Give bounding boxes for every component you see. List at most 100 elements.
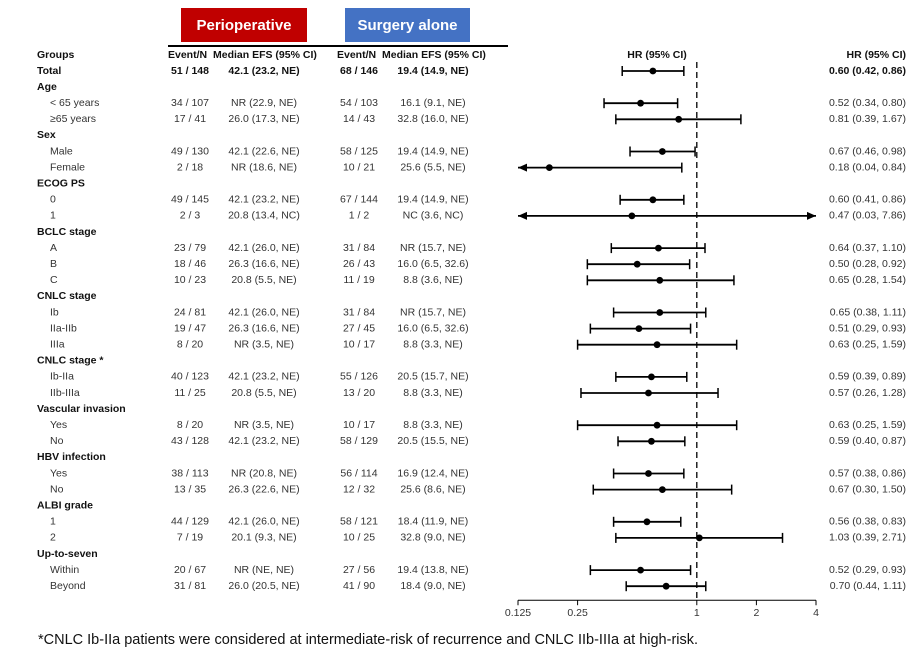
hr-label: 0.47 (0.03, 7.86)	[829, 210, 906, 222]
hr-label: 0.57 (0.38, 0.86)	[829, 467, 906, 479]
median-efs: 20.5 (15.5, NE)	[397, 435, 468, 447]
event-n: 67 / 144	[340, 194, 378, 206]
event-n: 41 / 90	[343, 580, 375, 592]
event-n: 2 / 18	[177, 161, 203, 173]
event-n: 10 / 25	[343, 532, 375, 544]
row-label: No	[50, 483, 64, 495]
hr-point	[656, 309, 664, 316]
median-efs: 20.1 (9.3, NE)	[231, 532, 296, 544]
group-label: Sex	[37, 129, 56, 141]
column-header: Event/N	[168, 49, 207, 61]
median-efs: 42.1 (23.2, NE)	[228, 65, 299, 77]
hr-label: 0.59 (0.39, 0.89)	[829, 371, 906, 383]
group-label: CNLC stage	[37, 290, 97, 302]
hr-point	[637, 566, 644, 574]
hr-point	[658, 486, 666, 493]
column-header: Median EFS (95% CI)	[382, 49, 486, 61]
median-efs: 8.8 (3.6, NE)	[403, 274, 463, 286]
group-label: Vascular invasion	[37, 403, 126, 415]
arm-header: Surgery alone	[357, 17, 457, 34]
row-label: Female	[50, 161, 85, 173]
hr-label: 0.81 (0.39, 1.67)	[829, 113, 906, 125]
median-efs: 26.3 (22.6, NE)	[228, 483, 299, 495]
event-n: 23 / 79	[174, 242, 206, 254]
median-efs: NR (NE, NE)	[234, 564, 294, 576]
hr-label: 0.56 (0.38, 0.83)	[829, 516, 906, 528]
hr-label: 0.64 (0.37, 1.10)	[829, 242, 906, 254]
hr-label: 0.67 (0.30, 1.50)	[829, 483, 906, 495]
hr-label: 0.50 (0.28, 0.92)	[829, 258, 906, 270]
row-label: Ib-IIa	[50, 371, 74, 383]
group-label: ECOG PS	[37, 177, 85, 189]
median-efs: 42.1 (22.6, NE)	[228, 145, 299, 157]
arm-header-box	[345, 8, 470, 42]
hr-point	[635, 325, 643, 332]
median-efs: NR (15.7, NE)	[400, 242, 466, 254]
x-tick-label: 4	[813, 607, 819, 619]
event-n: 1 / 2	[349, 210, 370, 222]
median-efs: 26.3 (16.6, NE)	[228, 258, 299, 270]
clip-arrow	[518, 211, 527, 220]
column-header: Event/N	[337, 49, 376, 61]
median-efs: 19.4 (13.8, NE)	[397, 564, 468, 576]
event-n: 7 / 19	[177, 532, 203, 544]
event-n: 34 / 107	[171, 97, 209, 109]
hr-point	[628, 212, 636, 220]
clip-arrow	[518, 163, 527, 172]
median-efs: 16.0 (6.5, 32.6)	[397, 258, 468, 270]
hr-point	[695, 534, 703, 542]
event-n: 10 / 23	[174, 274, 206, 286]
event-n: 10 / 17	[343, 419, 375, 431]
event-n: 43 / 128	[171, 435, 209, 447]
hr-point	[645, 389, 652, 397]
row-label: Ib	[50, 306, 59, 318]
event-n: 11 / 25	[174, 387, 205, 399]
median-efs: 32.8 (16.0, NE)	[397, 113, 468, 125]
median-efs: 19.4 (14.9, NE)	[397, 65, 468, 77]
hr-label: 0.63 (0.25, 1.59)	[829, 338, 906, 350]
median-efs: 16.1 (9.1, NE)	[400, 97, 465, 109]
row-label: Yes	[50, 467, 67, 479]
x-tick-label: 1	[694, 607, 700, 619]
event-n: 31 / 84	[343, 242, 375, 254]
median-efs: 42.1 (26.0, NE)	[228, 242, 299, 254]
row-label: 1	[50, 210, 56, 222]
column-header: Median EFS (95% CI)	[213, 49, 317, 61]
median-efs: 8.8 (3.3, NE)	[403, 338, 463, 350]
median-efs: NR (18.6, NE)	[231, 161, 297, 173]
hr-point	[655, 244, 662, 252]
hr-label: 0.60 (0.41, 0.86)	[829, 194, 906, 206]
event-n: 58 / 129	[340, 435, 378, 447]
row-label: ≥65 years	[50, 113, 96, 125]
row-label: Male	[50, 145, 73, 157]
event-n: 31 / 81	[174, 580, 206, 592]
hr-label: 1.03 (0.39, 2.71)	[829, 532, 906, 544]
median-efs: 26.0 (20.5, NE)	[228, 580, 299, 592]
hr-label: 0.65 (0.28, 1.54)	[829, 274, 906, 286]
median-efs: 42.1 (26.0, NE)	[228, 306, 299, 318]
row-label: Beyond	[50, 580, 86, 592]
hr-point	[545, 164, 553, 172]
event-n: 10 / 21	[343, 161, 375, 173]
hr-point	[675, 115, 683, 123]
row-label: C	[50, 274, 58, 286]
median-efs: NR (20.8, NE)	[231, 467, 297, 479]
x-tick-label: 2	[753, 607, 759, 619]
hr-label: 0.67 (0.46, 0.98)	[829, 145, 906, 157]
hr-point	[649, 67, 657, 75]
median-efs: 19.4 (14.9, NE)	[397, 145, 468, 157]
hr-point	[658, 148, 666, 155]
hr-label: 0.52 (0.29, 0.93)	[829, 564, 906, 576]
row-label: B	[50, 258, 57, 270]
x-tick-label: 0.25	[567, 607, 588, 619]
event-n: 58 / 125	[340, 145, 378, 157]
event-n: 10 / 17	[343, 338, 375, 350]
event-n: 58 / 121	[340, 516, 378, 528]
event-n: 12 / 32	[343, 483, 375, 495]
median-efs: 19.4 (14.9, NE)	[397, 194, 468, 206]
row-label: Within	[50, 564, 79, 576]
hr-point	[648, 437, 655, 445]
median-efs: 16.9 (12.4, NE)	[397, 467, 468, 479]
median-efs: 8.8 (3.3, NE)	[403, 419, 463, 431]
event-n: 31 / 84	[343, 306, 375, 318]
